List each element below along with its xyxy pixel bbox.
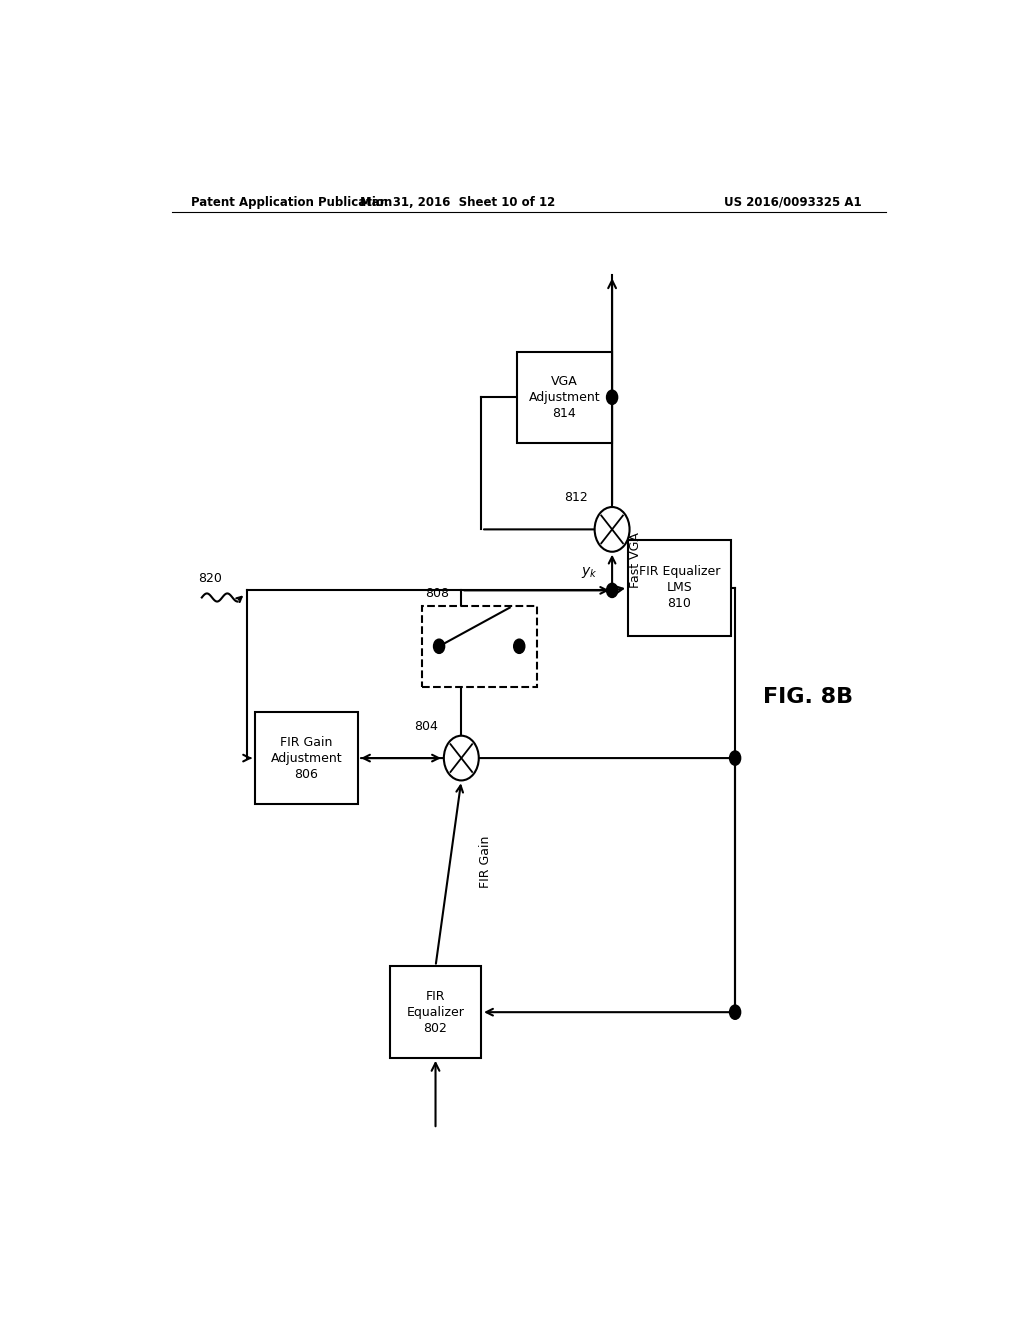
Circle shape bbox=[729, 1005, 740, 1019]
Text: 820: 820 bbox=[198, 573, 222, 585]
Text: FIR Gain: FIR Gain bbox=[478, 836, 492, 888]
Text: FIR Gain
Adjustment
806: FIR Gain Adjustment 806 bbox=[270, 735, 342, 780]
Text: VGA
Adjustment
814: VGA Adjustment 814 bbox=[528, 375, 600, 420]
Circle shape bbox=[443, 735, 479, 780]
Circle shape bbox=[433, 639, 444, 653]
Bar bbox=[255, 713, 358, 804]
Bar bbox=[422, 606, 537, 686]
Circle shape bbox=[606, 391, 617, 404]
Circle shape bbox=[606, 583, 617, 598]
Text: FIG. 8B: FIG. 8B bbox=[763, 688, 853, 708]
Text: 812: 812 bbox=[564, 491, 588, 504]
Bar bbox=[517, 351, 612, 444]
Text: $y_k$: $y_k$ bbox=[582, 565, 598, 581]
Circle shape bbox=[514, 639, 524, 653]
Text: FIR
Equalizer
802: FIR Equalizer 802 bbox=[407, 990, 465, 1035]
Text: 808: 808 bbox=[426, 586, 450, 599]
Text: Mar. 31, 2016  Sheet 10 of 12: Mar. 31, 2016 Sheet 10 of 12 bbox=[359, 195, 555, 209]
Bar bbox=[390, 966, 481, 1057]
Circle shape bbox=[729, 751, 740, 766]
Text: Fast VGA: Fast VGA bbox=[630, 532, 642, 587]
Text: US 2016/0093325 A1: US 2016/0093325 A1 bbox=[724, 195, 862, 209]
Circle shape bbox=[595, 507, 630, 552]
Text: Patent Application Publication: Patent Application Publication bbox=[191, 195, 393, 209]
Bar bbox=[628, 540, 731, 636]
Text: FIR Equalizer
LMS
810: FIR Equalizer LMS 810 bbox=[639, 565, 720, 610]
Text: 804: 804 bbox=[414, 719, 437, 733]
